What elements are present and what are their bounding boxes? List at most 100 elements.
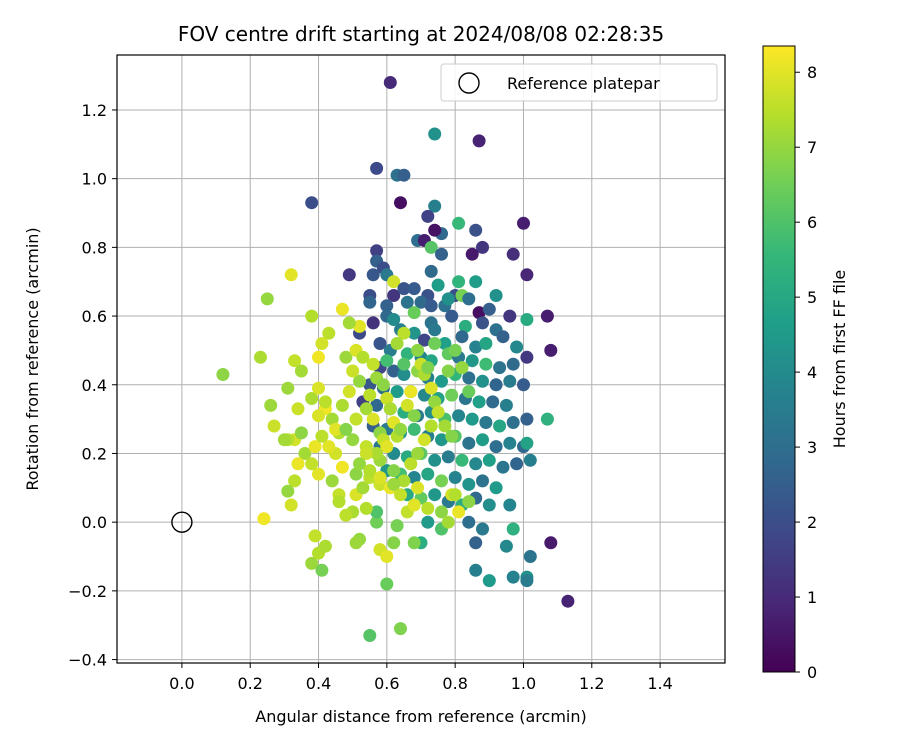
data-point [387,275,401,289]
data-point [267,419,281,433]
data-point [380,440,394,454]
data-point [462,436,476,450]
data-point [339,422,353,436]
data-point [312,409,325,423]
data-point [353,374,366,388]
data-point [318,395,332,409]
data-point [322,326,336,340]
data-point [441,364,455,378]
y-tick-label: 1.0 [82,170,107,189]
data-point [411,481,425,495]
data-point [383,402,397,416]
data-point [424,240,438,254]
data-point [411,343,425,357]
colorbar-tick-label: 6 [807,213,817,232]
data-point [305,196,319,210]
data-point [264,398,278,412]
data-point [417,433,431,447]
data-point [493,419,507,433]
data-point [318,539,332,553]
data-point [359,447,373,460]
data-point [520,268,534,282]
data-point [335,460,349,474]
data-point [503,436,517,450]
data-point [458,319,472,333]
data-point [452,505,466,519]
data-point [305,392,319,405]
legend-marker-open-circle-icon [458,72,480,94]
data-point [469,340,483,354]
data-point [489,481,503,495]
data-point [544,343,558,357]
data-point [407,422,421,436]
data-point [325,474,339,488]
data-point [438,337,452,350]
legend-label: Reference platepar [507,74,660,93]
data-point [407,498,421,512]
data-point [370,505,384,519]
data-point [506,522,520,536]
data-point [431,405,445,419]
data-point [489,378,503,392]
colorbar: 0 1 2 3 4 5 6 7 8 Hours from first FF file [762,45,849,682]
y-tick-label: −0.4 [68,651,107,670]
data-point [370,161,384,175]
data-point [322,440,336,454]
data-point [376,378,390,392]
data-point [517,378,530,392]
data-point [503,374,517,388]
data-point [349,467,363,481]
data-point [411,447,425,460]
data-point [428,223,442,237]
data-point [445,309,459,323]
data-point [489,289,503,302]
data-point [363,295,377,309]
colorbar-tick-label: 3 [807,438,817,457]
data-point [363,629,377,642]
y-tick-label: 0.0 [82,513,107,532]
data-point [400,295,414,309]
data-point [380,577,394,591]
data-point [335,302,349,316]
data-point [400,347,414,361]
data-point [366,268,380,282]
data-point [339,508,353,522]
data-point [387,364,401,378]
data-point [445,388,459,402]
data-point [520,313,534,326]
data-point [315,429,329,443]
data-point [342,385,356,399]
data-point [540,412,554,426]
data-point [390,519,404,533]
data-point [356,481,370,495]
data-point [366,357,380,371]
data-point [305,309,319,323]
data-point [288,354,302,368]
data-point [510,457,524,471]
y-axis-ticks: −0.4 −0.2 0.0 0.2 0.4 0.6 0.8 1.0 1.2 [68,101,117,670]
data-point [277,433,291,447]
data-point [465,412,479,426]
data-point [370,515,384,529]
data-point [452,216,466,230]
data-point [431,278,445,292]
data-point [387,313,401,326]
y-axis-title: Rotation from reference (arcmin) [23,227,42,490]
data-point [428,453,442,467]
data-point [294,426,308,440]
data-point [462,477,476,491]
x-tick-label: 0.0 [169,674,194,693]
data-point [428,337,442,350]
data-point [506,570,520,584]
data-point [438,419,452,433]
x-axis-title: Angular distance from reference (arcmin) [255,707,586,726]
data-point [397,168,411,182]
data-point [441,450,455,464]
data-point [421,467,435,481]
data-point [476,522,489,536]
data-points [216,76,575,642]
data-point [482,498,496,512]
data-point [428,127,442,141]
data-point [428,395,442,409]
